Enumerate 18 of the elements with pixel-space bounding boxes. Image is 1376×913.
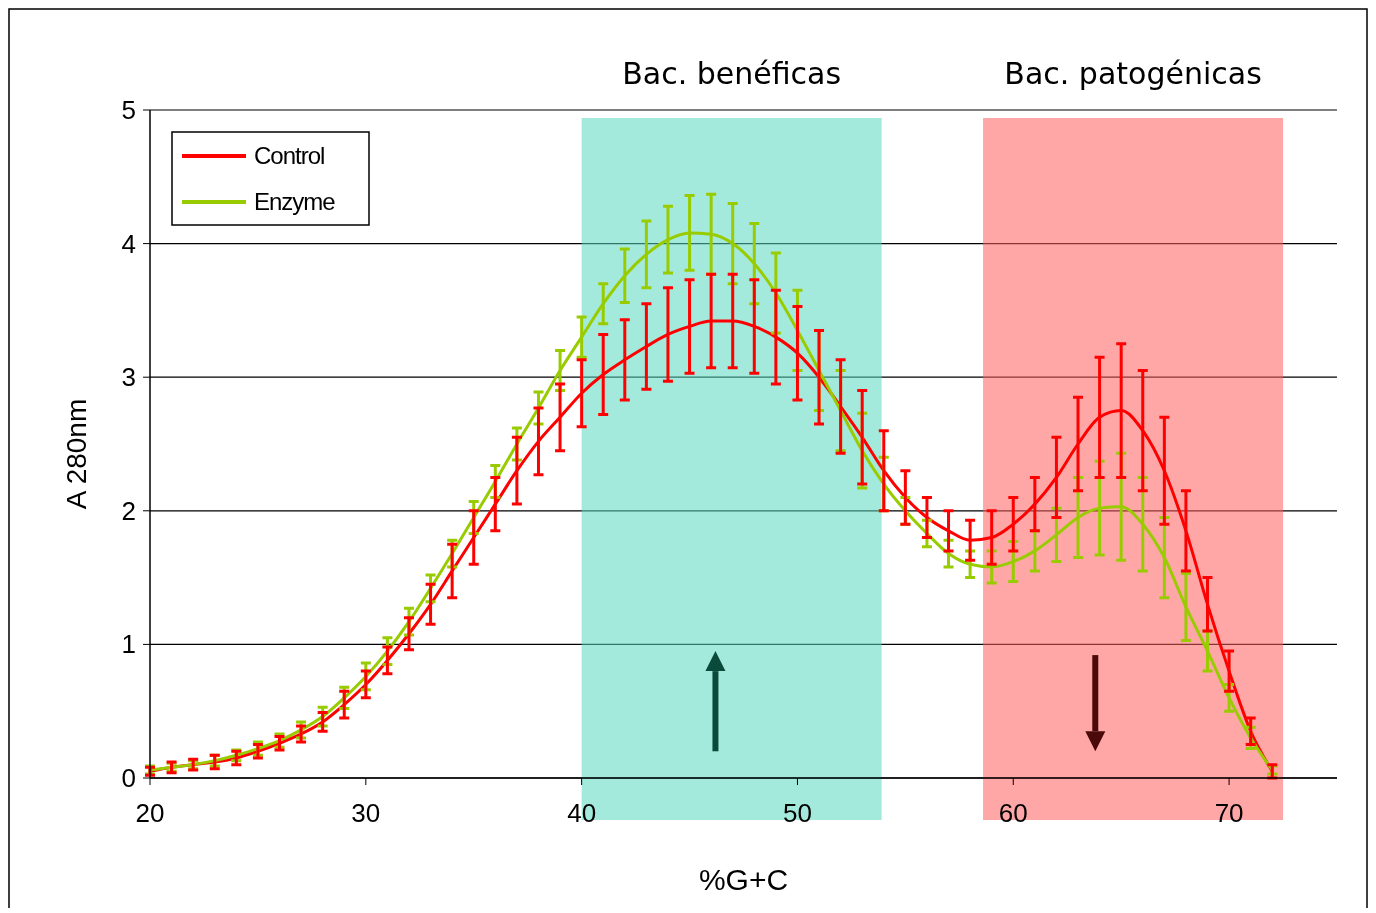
- y-axis-title: A 280nm: [61, 398, 92, 510]
- x-tick-label: 30: [351, 798, 381, 828]
- y-tick-label: 2: [121, 495, 136, 526]
- x-axis-title: %G+C: [698, 863, 789, 896]
- legend-label: Enzyme: [254, 188, 336, 215]
- y-tick-label: 0: [121, 763, 136, 793]
- band-label: Bac. patogénicas: [1004, 56, 1262, 91]
- y-tick-label: 5: [121, 95, 136, 125]
- x-tick-label: 60: [998, 798, 1028, 828]
- x-tick-label: 20: [135, 798, 165, 828]
- x-tick-label: 70: [1214, 798, 1244, 828]
- band-label: Bac. benéficas: [622, 56, 842, 91]
- y-tick-label: 4: [121, 228, 136, 259]
- y-tick-label: 1: [121, 629, 136, 660]
- x-tick-label: 40: [567, 798, 597, 828]
- legend-label: Control: [254, 142, 325, 169]
- y-tick-label: 3: [121, 362, 136, 393]
- x-tick-label: 50: [782, 798, 812, 828]
